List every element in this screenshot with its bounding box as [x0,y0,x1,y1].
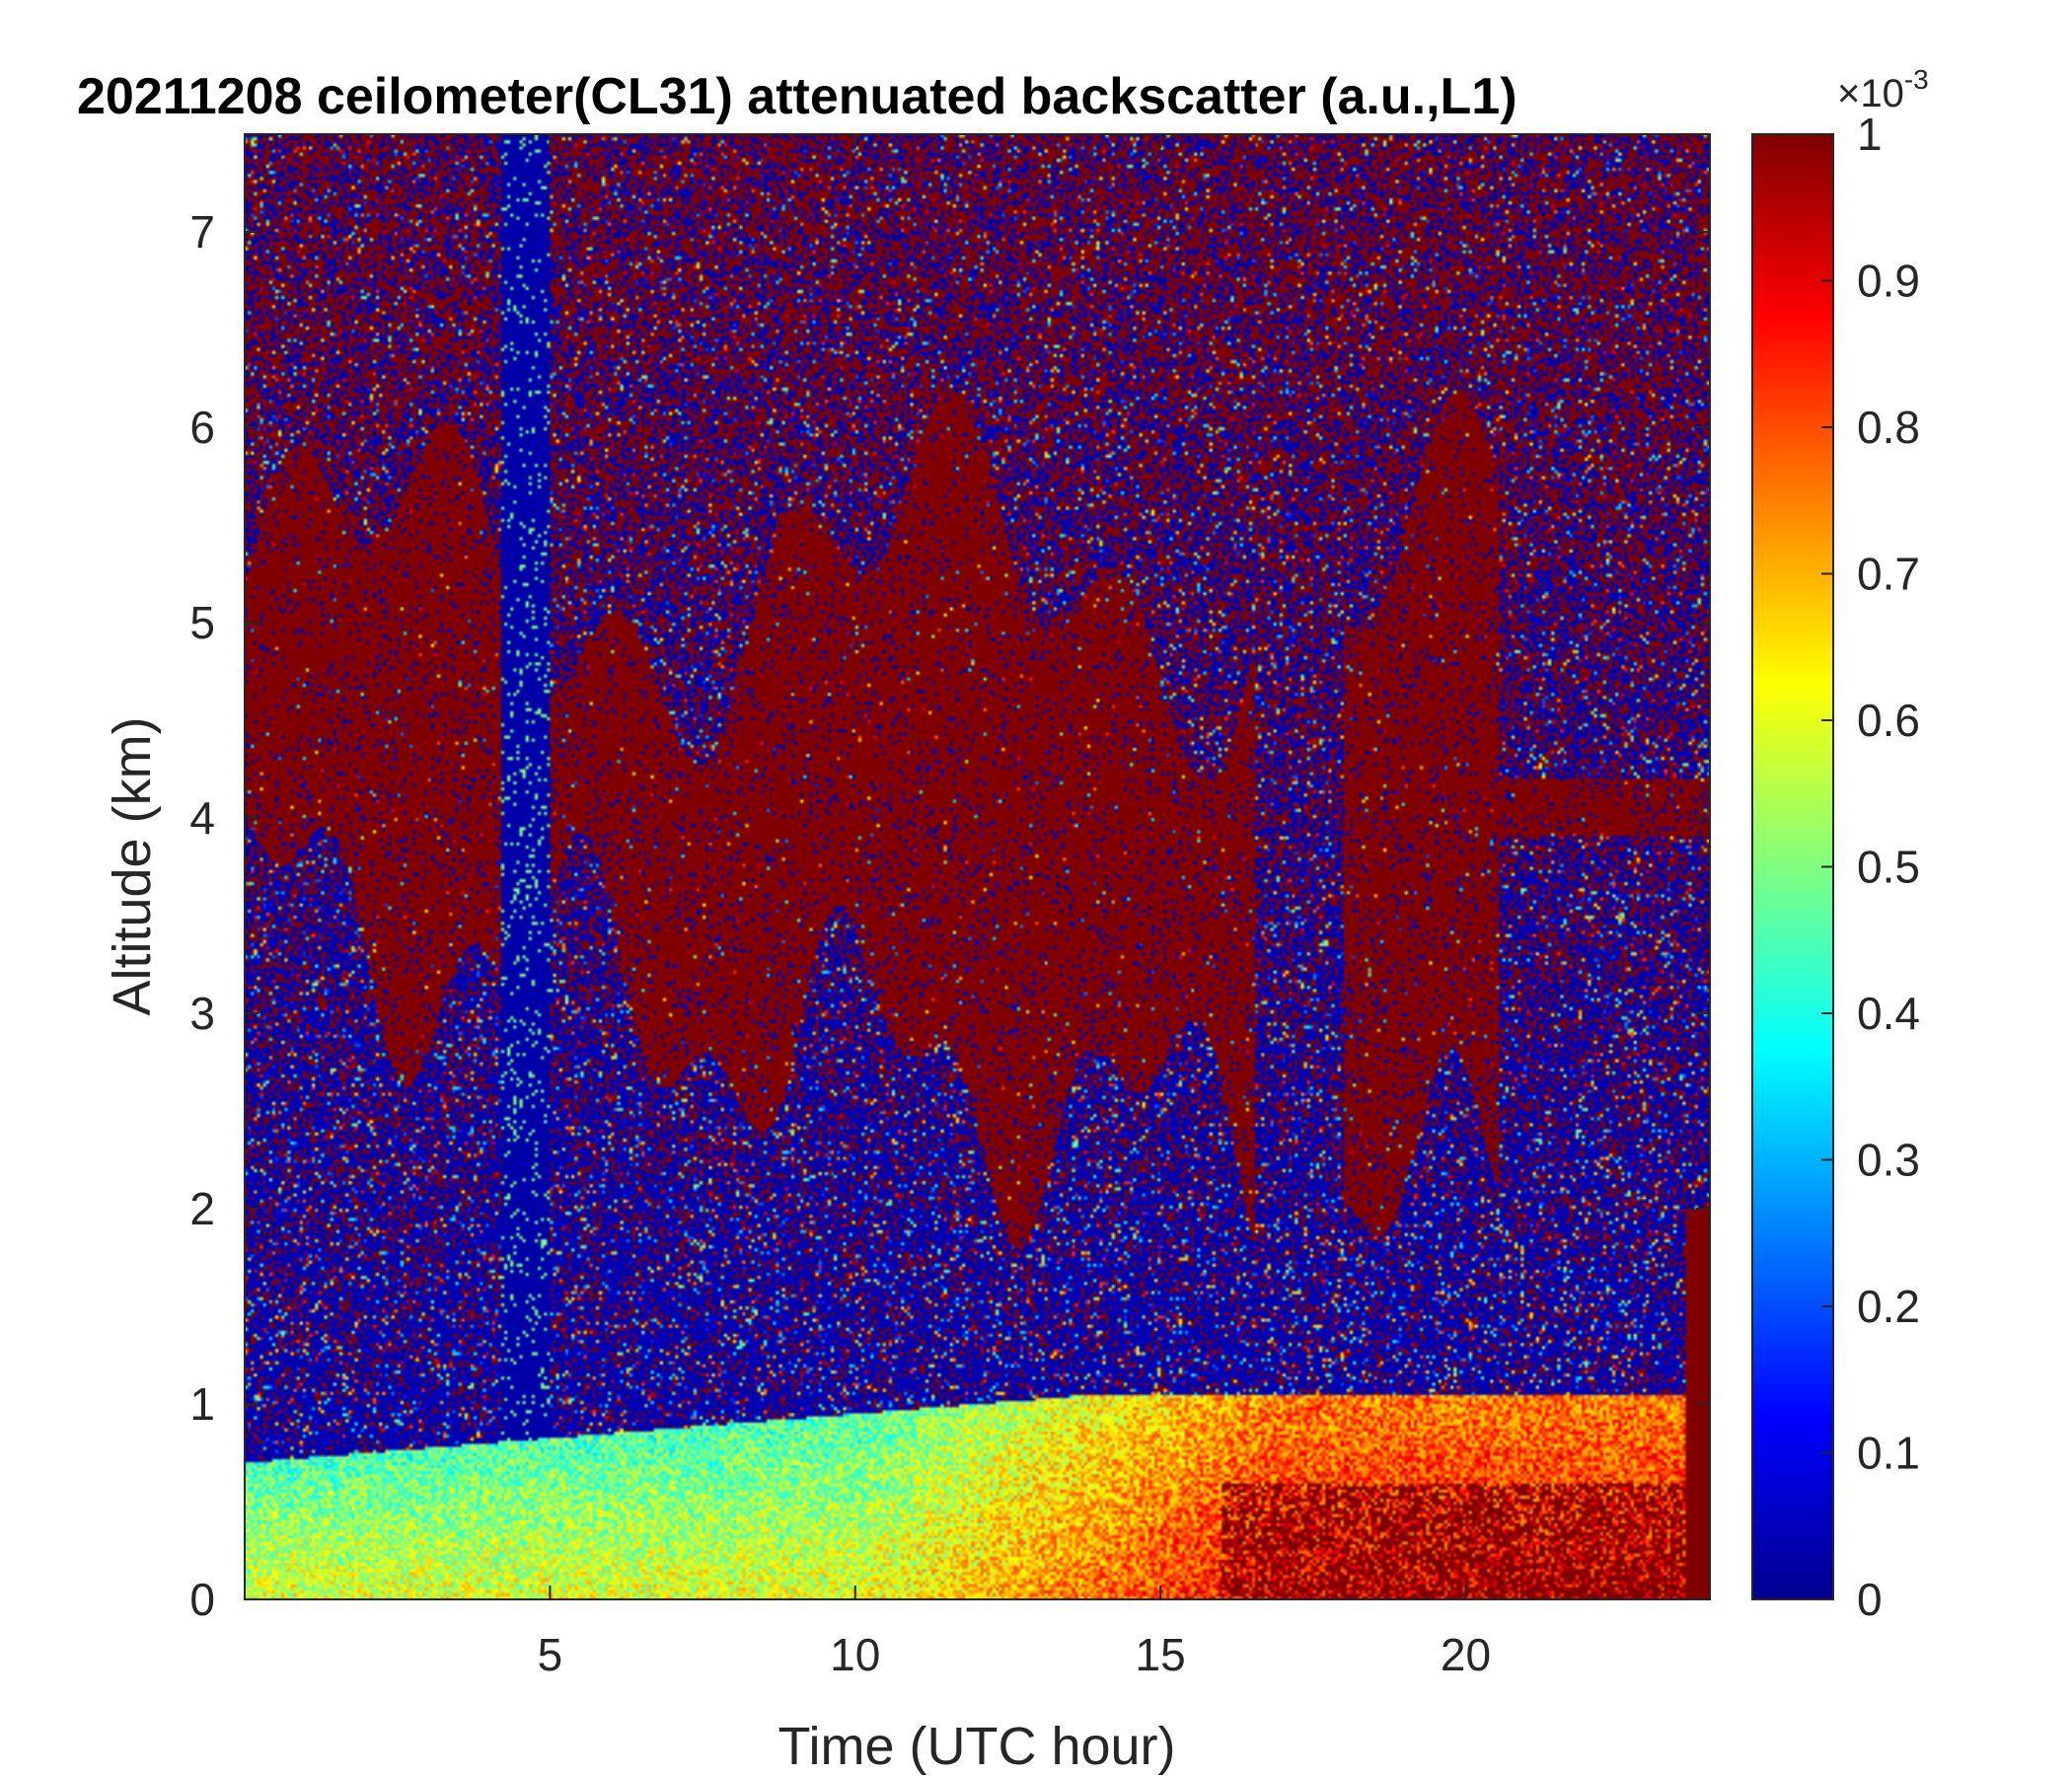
y-axis: 0 1 2 3 4 5 6 7 [189,206,1710,1625]
colorbar-ticks: 0 0.1 0.2 0.3 0.4 0.5 0.6 0.7 0.8 0.9 1 [1821,109,1920,1625]
y-tick-label: 7 [189,206,215,258]
y-tick-label: 3 [189,988,215,1039]
x-tick-label: 5 [538,1629,563,1680]
colorbar-tick-label: 0.4 [1857,988,1920,1039]
colorbar-tick-label: 1 [1857,109,1883,160]
y-axis-label: Altitude (km) [103,716,162,1015]
colorbar-exponent-power: -3 [1904,64,1929,95]
x-axis-label: Time (UTC hour) [777,1717,1175,1776]
y-tick-label: 5 [189,597,215,648]
colorbar: 0 0.1 0.2 0.3 0.4 0.5 0.6 0.7 0.8 0.9 1 ×10-3 [1751,64,1929,1625]
colorbar-tick-label: 0.5 [1857,842,1920,893]
y-tick-label: 6 [189,402,215,453]
y-tick-label: 2 [189,1183,215,1234]
x-axis: 5 10 15 20 [538,134,1491,1680]
colorbar-tick-label: 0.1 [1857,1428,1920,1479]
colorbar-tick-label: 0.2 [1857,1281,1920,1332]
colorbar-tick-label: 0.7 [1857,549,1920,600]
x-tick-label: 10 [830,1629,880,1680]
backscatter-heatmap [245,134,1710,1599]
x-tick-label: 15 [1136,1629,1186,1680]
colorbar-tick-label: 0.9 [1857,256,1920,307]
y-tick-label: 1 [189,1378,215,1430]
y-tick-label: 4 [189,792,215,844]
x-tick-label: 20 [1441,1629,1491,1680]
y-tick-label: 0 [189,1574,215,1625]
colorbar-tick-label: 0.6 [1857,695,1920,746]
colorbar-exponent: ×10-3 [1837,64,1929,115]
colorbar-exponent-base: ×10 [1837,72,1904,115]
chart-title: 20211208 ceilometer(CL31) attenuated bac… [77,68,1517,125]
colorbar-tick-label: 0.3 [1857,1135,1920,1186]
colorbar-gradient [1752,134,1833,1599]
colorbar-tick-label: 0.8 [1857,402,1920,453]
plot-frame [244,133,1711,1600]
plot-area [244,133,1711,1600]
colorbar-tick-label: 0 [1857,1574,1883,1625]
